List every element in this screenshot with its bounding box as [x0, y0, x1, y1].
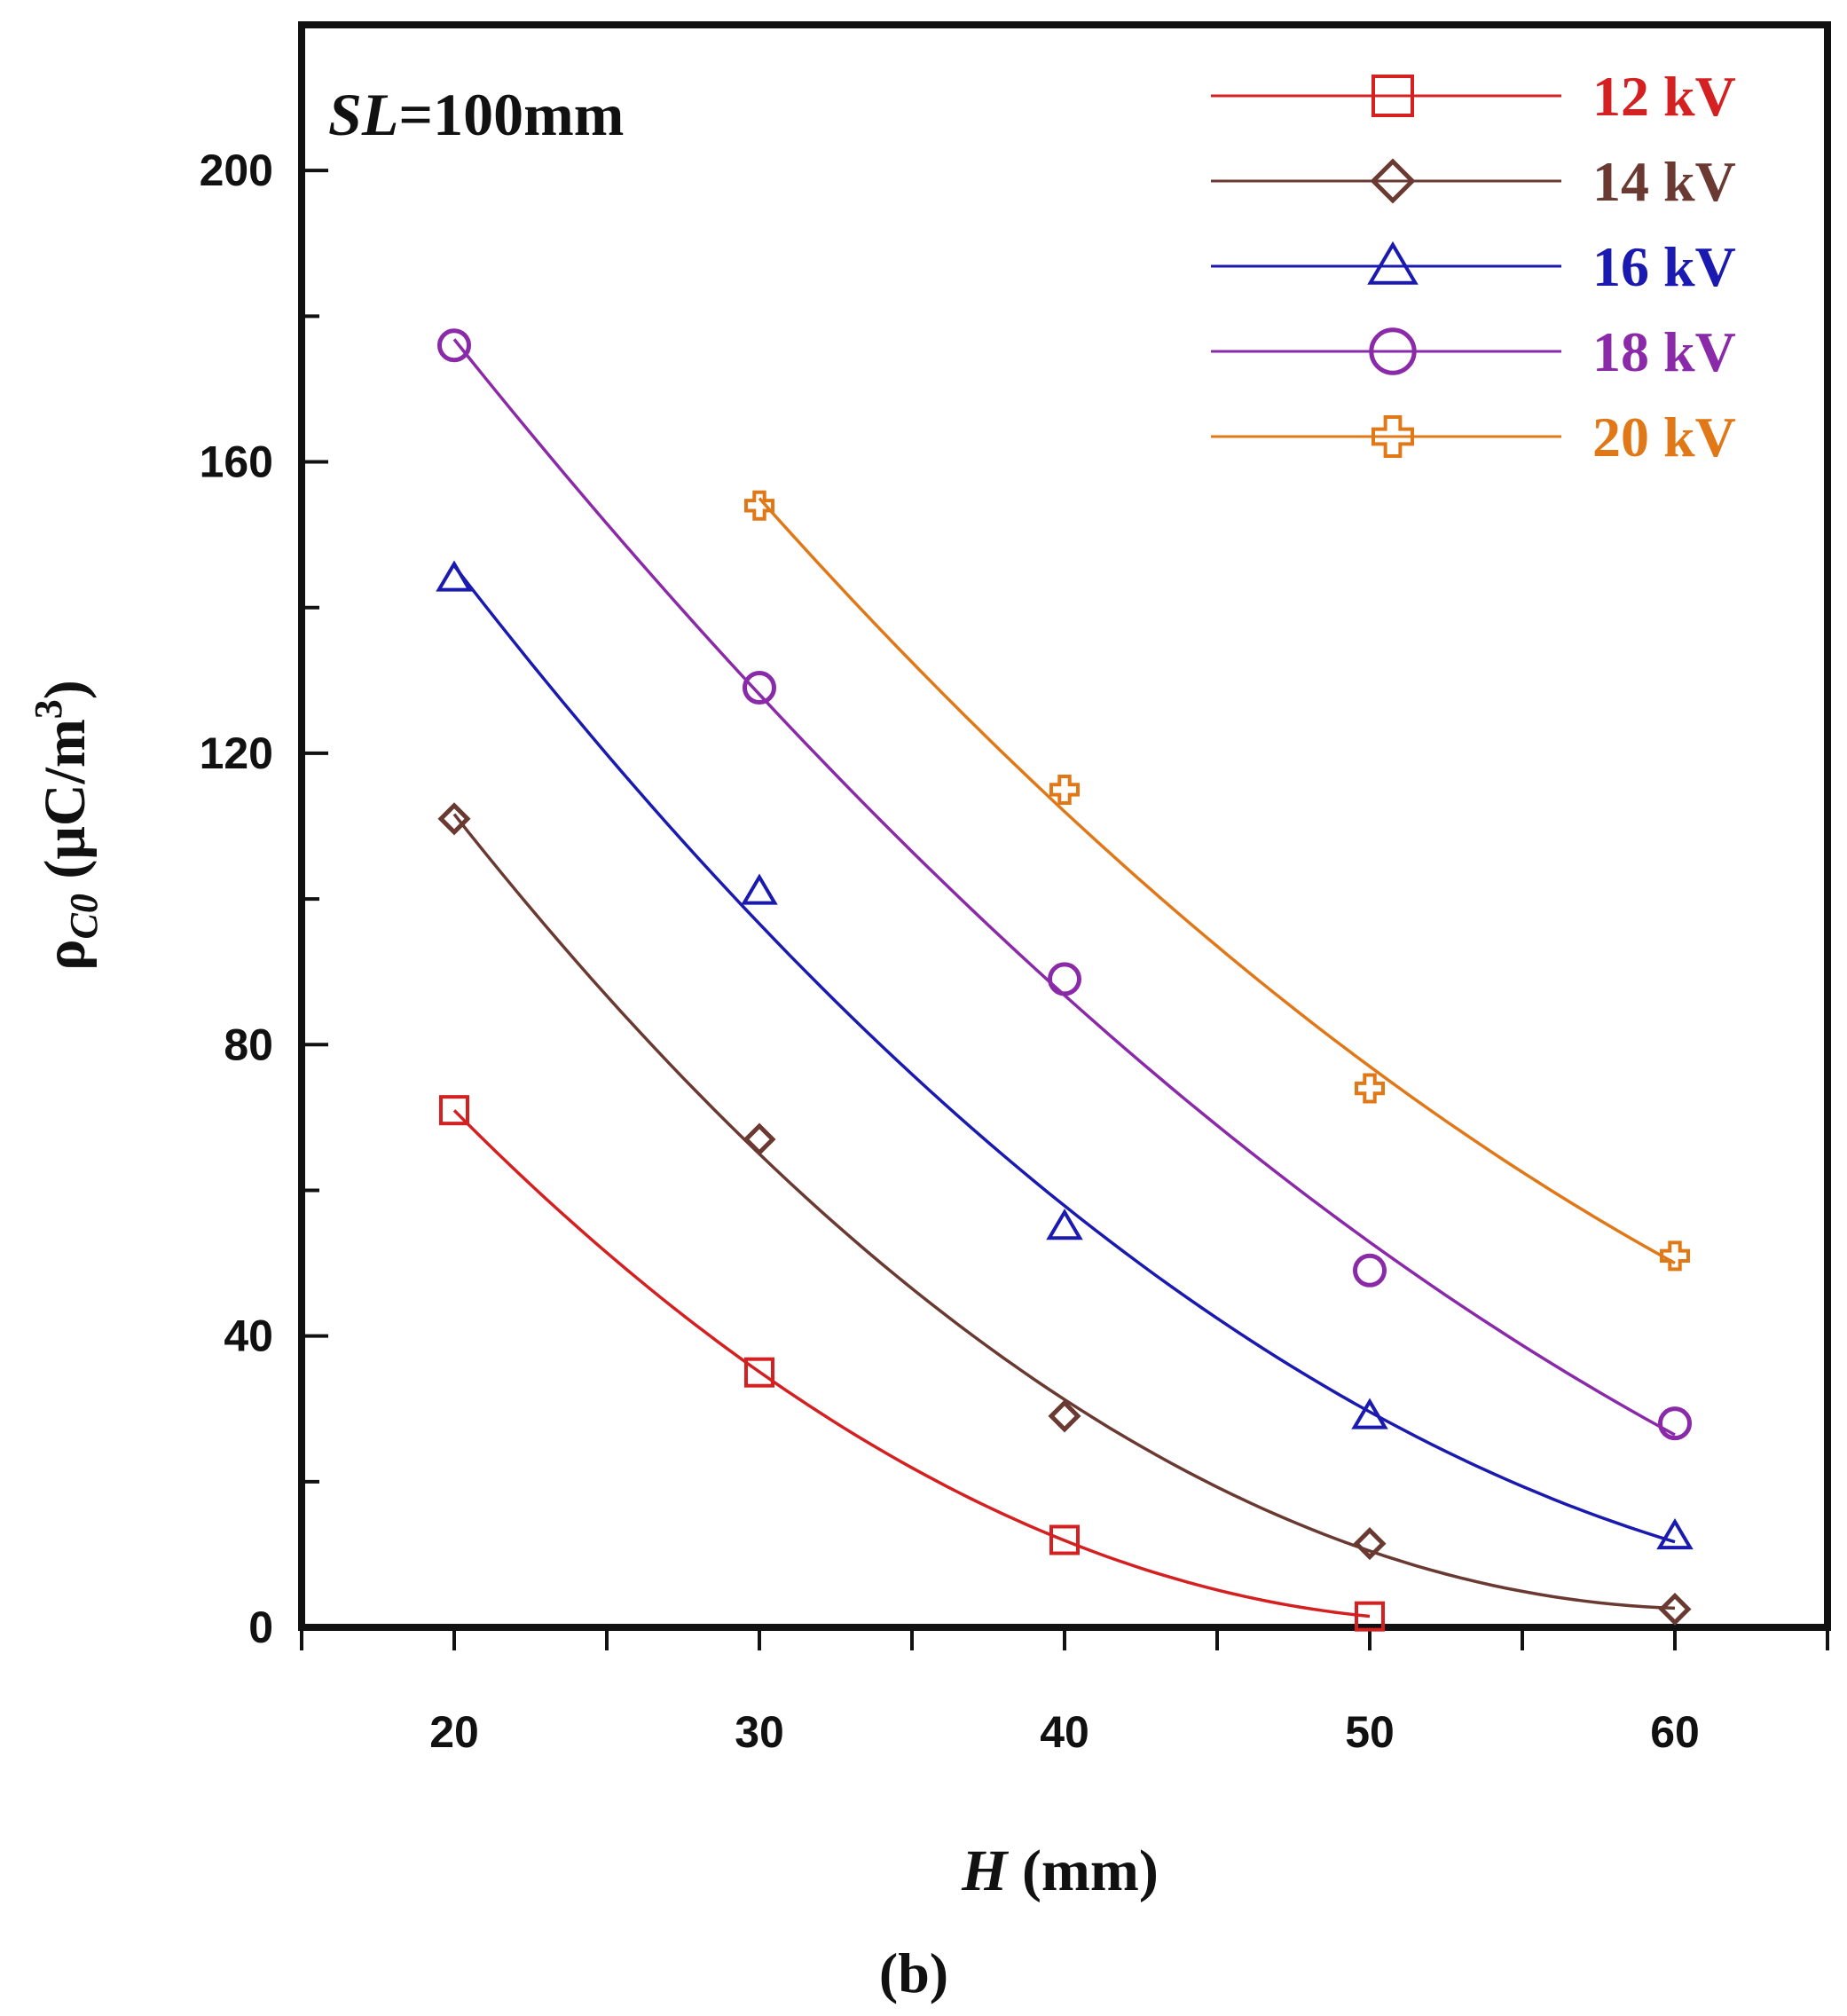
- fit-curve-18-kV: [452, 338, 1676, 1437]
- data-point-diamond: [437, 802, 471, 836]
- legend-marker-circle: [1369, 327, 1417, 375]
- data-point-square: [1355, 1601, 1385, 1632]
- data-point-diamond: [743, 1122, 776, 1156]
- x-axis-title: H (mm): [961, 1839, 1159, 1903]
- annotation-italic: SL: [328, 81, 398, 148]
- x-tick-label: 40: [1040, 1707, 1089, 1757]
- data-point-diamond: [1658, 1592, 1692, 1626]
- data-point-circle: [1658, 1406, 1692, 1441]
- data-point-square: [1049, 1524, 1080, 1555]
- data-markers: [436, 328, 1694, 1632]
- data-point-cross: [1049, 774, 1080, 805]
- data-point-triangle: [436, 560, 473, 592]
- legend-label: 16 kV: [1592, 235, 1736, 298]
- y-axis-title-subscript: C0: [62, 894, 106, 939]
- y-axis-title-units-suffix: ): [33, 680, 98, 699]
- data-point-square: [439, 1095, 469, 1126]
- data-point-square: [744, 1357, 774, 1388]
- legend-label: 20 kV: [1592, 406, 1736, 469]
- x-tick-label: 50: [1345, 1707, 1395, 1757]
- y-axis-title: ρC0 (μC/m3): [27, 680, 106, 971]
- y-tick-label: 200: [200, 146, 273, 195]
- y-tick-label: 160: [200, 437, 273, 487]
- panel-label: (b): [879, 1941, 948, 2004]
- fit-curve-12-kV: [452, 1109, 1371, 1618]
- y-tick-label: 80: [224, 1020, 273, 1069]
- data-point-cross: [1660, 1240, 1690, 1272]
- axis-ticks: 20 30 40 50 60 0 40 80 120 160 200: [200, 23, 1829, 1757]
- y-axis-title-superscript: 3: [27, 699, 70, 719]
- data-point-circle: [437, 328, 471, 363]
- annotation: SL=100mm: [328, 81, 624, 148]
- x-axis-title-rest: (mm): [1007, 1839, 1158, 1903]
- x-tick-label: 30: [735, 1707, 784, 1757]
- data-point-triangle: [1351, 1398, 1388, 1429]
- y-tick-label: 120: [200, 728, 273, 778]
- x-axis-title-italic: H: [961, 1839, 1010, 1903]
- y-axis-title-symbol: ρ: [33, 939, 98, 970]
- data-point-cross: [1355, 1073, 1385, 1104]
- fit-curves: [452, 338, 1676, 1618]
- data-point-triangle: [741, 873, 778, 905]
- data-point-triangle: [1656, 1517, 1694, 1550]
- fit-curve-20-kV: [758, 497, 1676, 1265]
- legend-label: 18 kV: [1592, 320, 1736, 383]
- fit-curve-14-kV: [452, 813, 1676, 1610]
- legend-marker-cross: [1371, 415, 1414, 458]
- x-tick-label: 60: [1650, 1707, 1700, 1757]
- legend-marker-triangle: [1367, 240, 1419, 285]
- x-tick-label: 20: [429, 1707, 479, 1757]
- data-point-circle: [1048, 962, 1081, 996]
- fit-curve-16-kV: [452, 564, 1676, 1544]
- annotation-rest: =100mm: [398, 81, 624, 148]
- legend: 12 kV 14 kV 16 kV 18 kV 20 kV: [1211, 65, 1736, 469]
- data-point-cross: [744, 490, 774, 521]
- y-tick-label: 0: [248, 1603, 273, 1652]
- legend-label: 14 kV: [1592, 150, 1736, 213]
- y-tick-label: 40: [224, 1311, 273, 1361]
- legend-marker-square: [1371, 75, 1414, 117]
- y-axis-title-units: (μC/m: [33, 719, 98, 894]
- data-point-diamond: [1353, 1527, 1387, 1561]
- data-point-circle: [1353, 1253, 1387, 1288]
- legend-label: 12 kV: [1592, 65, 1736, 128]
- data-point-triangle: [1046, 1209, 1083, 1240]
- legend-marker-diamond: [1370, 158, 1416, 204]
- data-point-circle: [743, 671, 776, 705]
- data-point-diamond: [1048, 1399, 1081, 1433]
